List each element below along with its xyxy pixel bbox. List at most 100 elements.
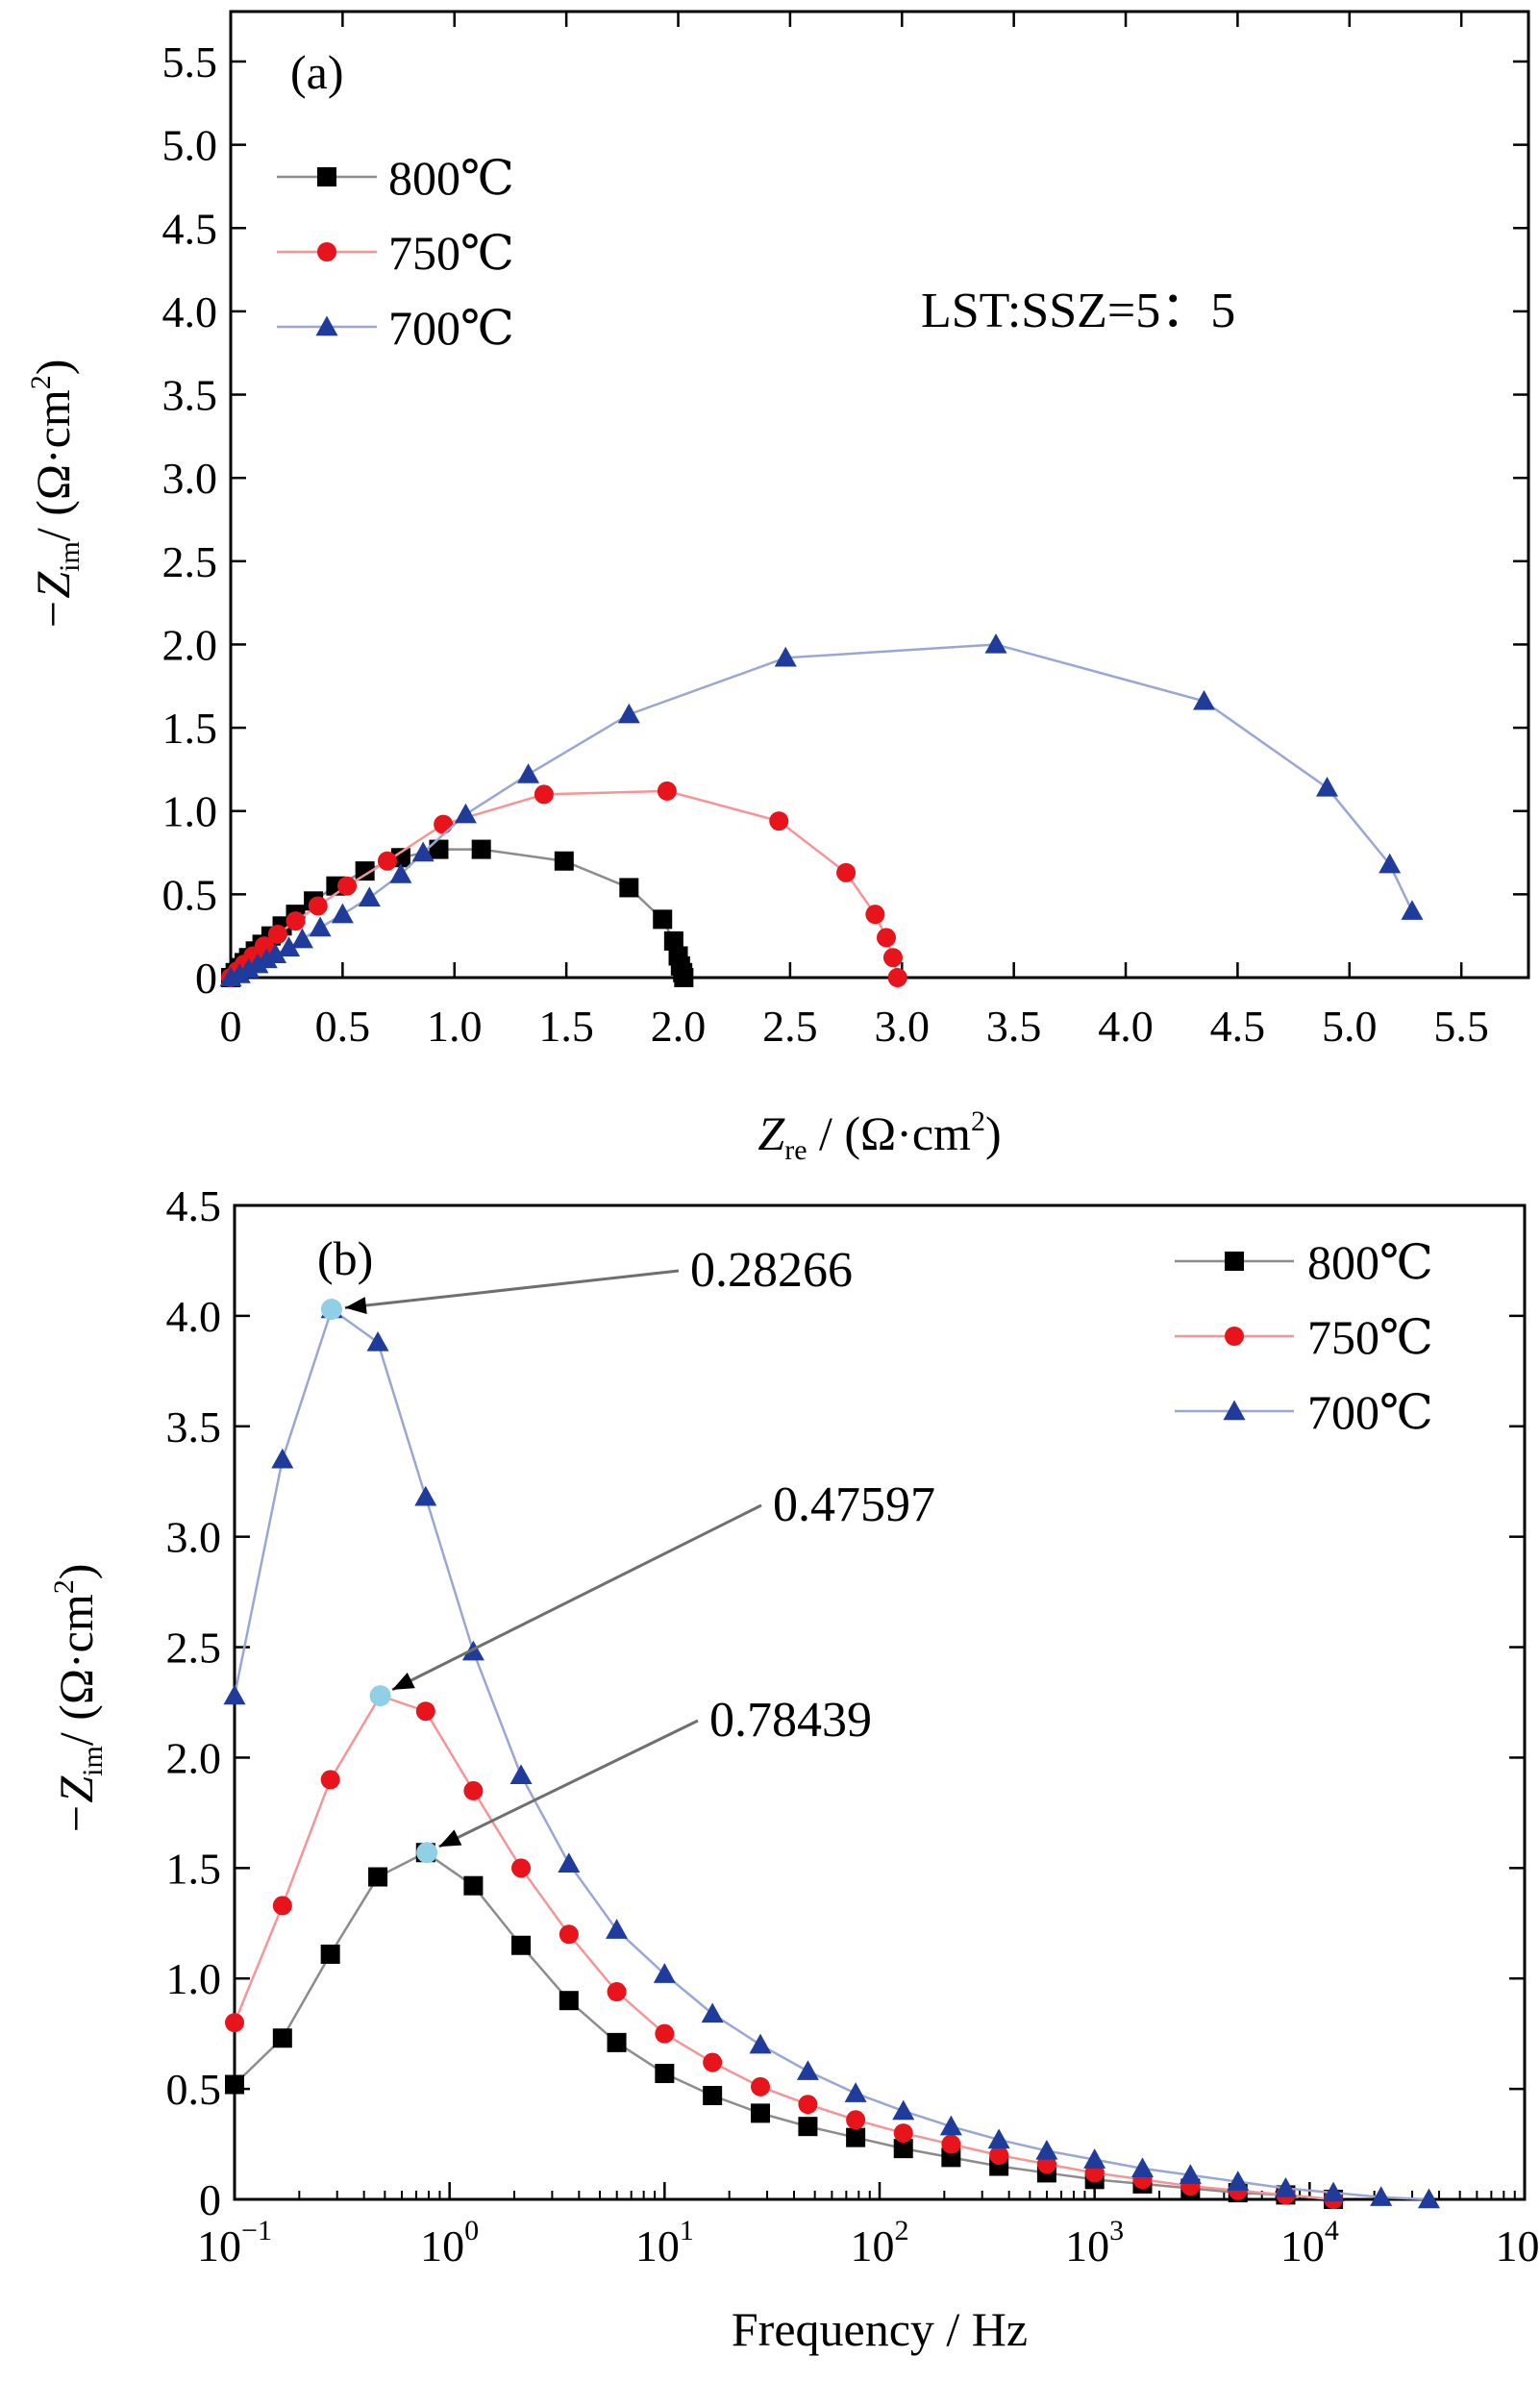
plot-frame [229, 10, 1530, 980]
y-tick-label: 0 [199, 2175, 221, 2224]
data-point-0 [703, 2086, 723, 2106]
legend-label-2: 700℃ [1307, 1385, 1433, 1439]
data-point-2 [1130, 2157, 1154, 2178]
data-point-1 [267, 924, 287, 944]
data-point-2 [1370, 2186, 1393, 2206]
data-point-1 [655, 2023, 675, 2044]
data-point-2 [290, 928, 313, 949]
data-point-2 [271, 1448, 294, 1469]
data-point-2 [1227, 2171, 1250, 2191]
data-point-0 [471, 839, 491, 859]
legend-marker-2 [1223, 1400, 1246, 1421]
data-point-1 [337, 876, 358, 896]
x-tick-label: 2.5 [762, 1002, 818, 1051]
data-point-0 [554, 851, 574, 871]
data-point-2 [774, 646, 797, 667]
data-point-1 [434, 814, 454, 834]
y-tick-label: 0.5 [162, 870, 218, 919]
annotation-arrowhead-2 [438, 1829, 462, 1848]
data-point-0 [511, 1935, 532, 1955]
data-point-2 [844, 2082, 867, 2102]
y-tick-label: 1.5 [162, 704, 218, 753]
panel-label: (b) [317, 1231, 373, 1285]
x-axis-title: Frequency / Hz [732, 2302, 1028, 2356]
data-point-1 [836, 862, 857, 882]
data-point-2 [1274, 2177, 1297, 2197]
data-point-1 [865, 905, 885, 925]
data-point-1 [846, 2110, 866, 2130]
data-point-2 [411, 841, 435, 862]
x-tick-label: 100 [420, 2215, 479, 2270]
data-point-1 [286, 911, 306, 931]
data-point-0 [653, 909, 673, 930]
data-point-0 [559, 1991, 579, 2011]
data-point-1 [254, 936, 274, 956]
data-point-1 [657, 781, 677, 801]
data-point-0 [893, 2139, 913, 2159]
panel-b-bode-plot: 10−1 100 101 102 103 104 105 0 0.5 1.0 1.5 2.0 2.5 3.… [48, 1181, 1540, 2356]
data-point-2 [454, 803, 477, 824]
x-tick-label: 101 [635, 2215, 694, 2270]
data-point-0 [655, 2064, 675, 2084]
y-tick-label: 2.5 [166, 1624, 222, 1673]
y-tick-label: 4.0 [166, 1292, 222, 1341]
data-point-2 [1322, 2181, 1345, 2202]
annotation-arrowhead-0 [344, 1297, 367, 1314]
data-point-2 [1379, 853, 1402, 874]
data-point-2 [237, 957, 261, 979]
y-tick-label: 5.5 [162, 37, 218, 87]
data-point-0 [663, 930, 683, 951]
data-point-2 [309, 916, 332, 937]
data-point-2 [1316, 776, 1339, 797]
data-point-1 [308, 896, 328, 916]
data-point-1 [559, 1924, 579, 1945]
y-tick-label: 2.5 [162, 537, 218, 586]
data-point-1 [377, 851, 397, 871]
x-tick-label: 4.5 [1210, 1002, 1266, 1051]
y-axis-title: −Zim/ (Ω·cm2) [48, 1564, 109, 1836]
data-point-1 [798, 2095, 818, 2115]
data-point-1 [882, 948, 903, 968]
legend-marker-0 [1225, 1252, 1244, 1271]
x-tick-label: 102 [851, 2215, 909, 2270]
data-point-2 [653, 1963, 676, 1983]
data-point-1 [225, 2013, 244, 2033]
legend-label-1: 750℃ [388, 226, 514, 280]
x-tick-label: 3.0 [875, 1002, 931, 1051]
data-point-0 [463, 1875, 484, 1896]
peak-marker-1 [369, 1685, 391, 1707]
data-point-1 [887, 968, 907, 987]
data-point-2 [987, 2128, 1010, 2149]
data-point-1 [607, 1982, 627, 2002]
data-point-1 [893, 2123, 913, 2144]
legend-label-1: 750℃ [1307, 1310, 1433, 1364]
data-point-2 [331, 903, 354, 924]
peak-marker-2 [416, 1842, 438, 1864]
y-tick-label: 1.0 [166, 1954, 222, 2003]
legend-label-0: 800℃ [388, 151, 514, 205]
data-point-2 [278, 936, 301, 957]
data-point-2 [1193, 689, 1215, 710]
peak-frequency-label-0: 0.28266 [690, 1243, 853, 1298]
series-line-2 [233, 1306, 1429, 2201]
data-point-2 [617, 703, 640, 724]
y-tick-label: 1.0 [162, 787, 218, 836]
legend-marker-0 [317, 167, 336, 186]
data-point-2 [414, 1485, 437, 1506]
x-axis-title: Zre / (Ω·cm2) [758, 1105, 1001, 1166]
data-point-1 [320, 1770, 340, 1790]
peak-frequency-label-2: 0.78439 [709, 1693, 872, 1748]
y-tick-label: 0.5 [166, 2065, 222, 2114]
y-axis-title: −Zim/ (Ω·cm2) [25, 360, 86, 632]
data-point-0 [272, 2028, 292, 2048]
data-point-0 [846, 2127, 866, 2147]
data-point-1 [769, 811, 789, 831]
data-point-0 [674, 968, 694, 987]
data-point-0 [429, 839, 449, 859]
data-point-2 [509, 1764, 533, 1785]
data-point-2 [1083, 2148, 1106, 2169]
data-point-2 [228, 963, 251, 983]
series-line-1 [233, 1694, 1334, 2201]
legend-marker-2 [315, 315, 338, 336]
